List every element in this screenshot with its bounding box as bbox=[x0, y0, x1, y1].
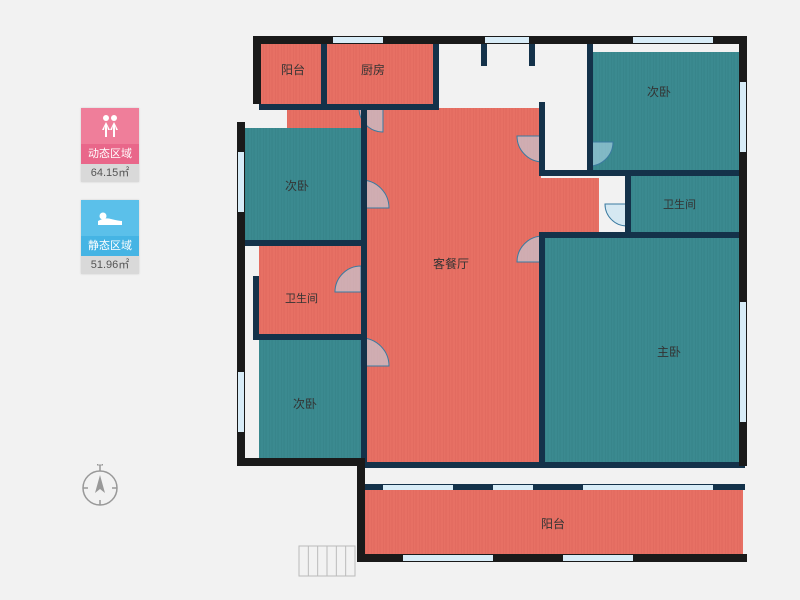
outer-wall bbox=[237, 458, 365, 466]
room-keting-ext-top bbox=[287, 108, 367, 128]
inner-wall bbox=[361, 104, 367, 462]
window bbox=[740, 302, 746, 422]
legend-label: 动态区域 bbox=[81, 144, 139, 164]
legend-value: 51.96㎡ bbox=[81, 256, 139, 274]
inner-wall bbox=[539, 102, 545, 174]
inner-wall bbox=[433, 42, 439, 106]
window bbox=[485, 37, 529, 43]
room-label-ciwo-lower: 次卧 bbox=[293, 397, 317, 411]
window bbox=[633, 37, 713, 43]
door-arc bbox=[605, 204, 627, 226]
inner-wall bbox=[481, 42, 487, 66]
inner-wall bbox=[253, 276, 259, 334]
legend: 动态区域 64.15㎡ 静态区域 51.96㎡ bbox=[81, 108, 139, 274]
room-label-chufang: 厨房 bbox=[361, 62, 385, 77]
room-label-keting: 客餐厅 bbox=[433, 256, 469, 271]
inner-wall bbox=[529, 42, 535, 66]
room-label-zhuwo: 主卧 bbox=[657, 345, 681, 359]
room-label-ciwo-left: 次卧 bbox=[285, 179, 309, 193]
room-label-ciwo-right: 次卧 bbox=[647, 85, 671, 99]
inner-wall bbox=[253, 334, 365, 340]
people-icon bbox=[81, 108, 139, 144]
inner-wall bbox=[259, 104, 439, 110]
inner-wall bbox=[539, 170, 593, 176]
inner-wall bbox=[361, 462, 745, 468]
room-ciwo-right bbox=[593, 52, 743, 170]
window bbox=[238, 152, 244, 212]
window bbox=[740, 82, 746, 152]
inner-wall bbox=[587, 42, 593, 172]
legend-label: 静态区域 bbox=[81, 236, 139, 256]
inner-wall bbox=[587, 170, 743, 176]
inner-wall bbox=[321, 42, 327, 106]
inner-wall bbox=[625, 170, 631, 234]
legend-value: 64.15㎡ bbox=[81, 164, 139, 182]
room-label-yangtai-lower: 阳台 bbox=[541, 516, 565, 531]
window bbox=[493, 485, 533, 490]
inner-wall bbox=[237, 240, 365, 246]
room-keting bbox=[367, 108, 541, 462]
window bbox=[563, 555, 633, 561]
inner-wall bbox=[539, 232, 743, 238]
room-label-weishengjian-l: 卫生间 bbox=[285, 291, 318, 305]
outer-wall bbox=[253, 36, 261, 104]
balustrade bbox=[299, 546, 355, 576]
window bbox=[383, 485, 453, 490]
window bbox=[403, 555, 493, 561]
inner-wall bbox=[539, 232, 545, 464]
legend-people-box: 动态区域 64.15㎡ bbox=[81, 108, 139, 182]
outer-wall bbox=[357, 458, 365, 562]
window bbox=[238, 372, 244, 432]
floorplan: 阳台厨房客餐厅次卧卫生间次卧次卧卫生间主卧阳台 bbox=[233, 22, 767, 582]
room-label-weishengjian-r: 卫生间 bbox=[663, 197, 696, 211]
room-zhuwo bbox=[545, 238, 743, 462]
window bbox=[333, 37, 383, 43]
compass-icon bbox=[76, 464, 124, 512]
window bbox=[583, 485, 713, 490]
legend-sleep-box: 静态区域 51.96㎡ bbox=[81, 200, 139, 274]
room-label-yangtai-upper: 阳台 bbox=[281, 62, 305, 77]
sleep-icon bbox=[81, 200, 139, 236]
